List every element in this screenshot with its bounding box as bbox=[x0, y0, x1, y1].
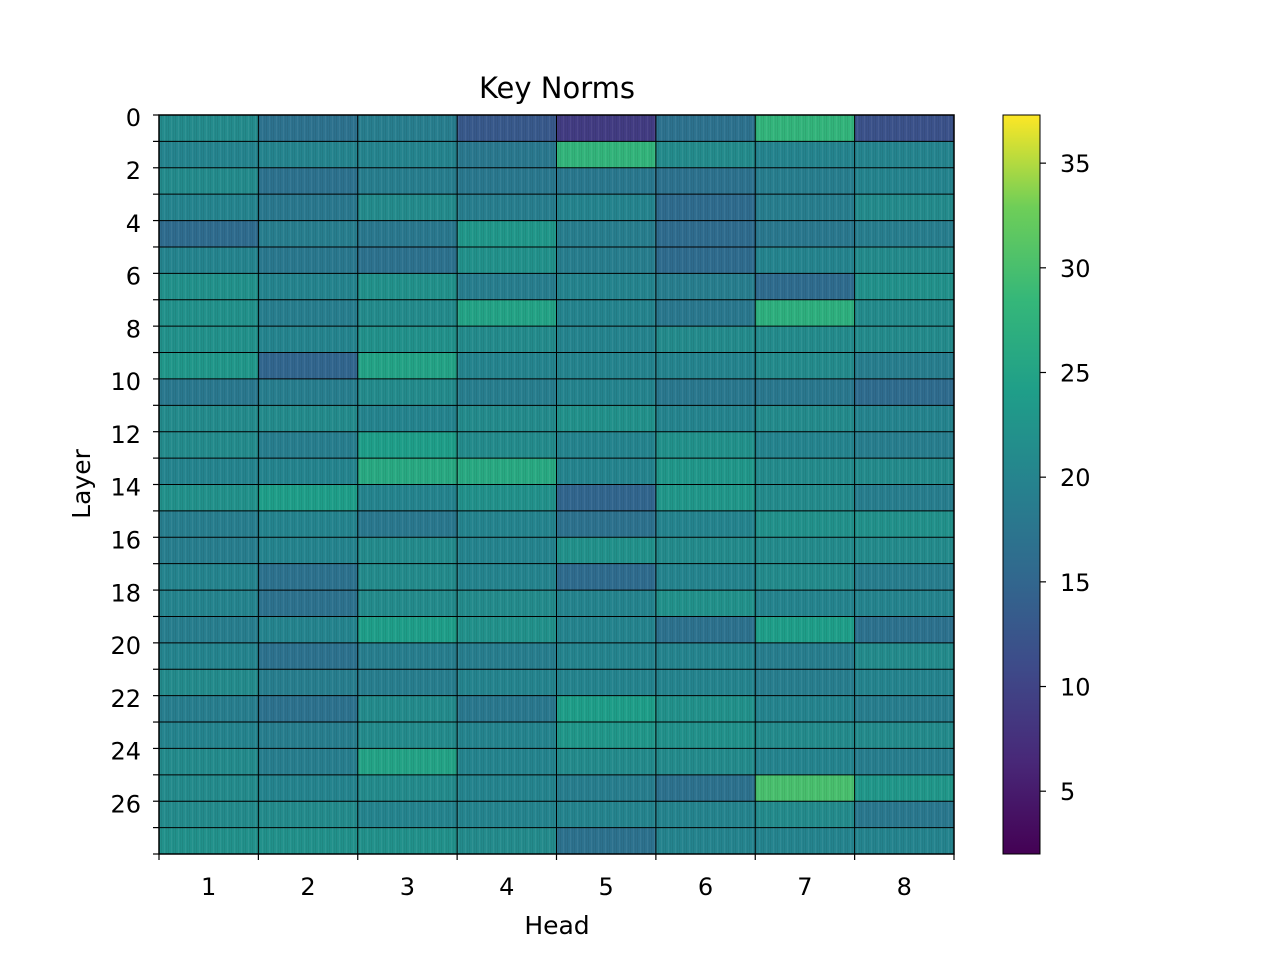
x-tick-label: 2 bbox=[300, 873, 315, 901]
y-tick-label: 0 bbox=[126, 104, 141, 132]
y-tick-label: 14 bbox=[110, 474, 141, 502]
colorbar-tick-label: 5 bbox=[1060, 778, 1075, 806]
y-tick-label: 22 bbox=[110, 685, 141, 713]
colorbar-axis: 5 10 15 20 25 30 35 bbox=[1040, 150, 1091, 806]
colorbar-tick-label: 10 bbox=[1060, 674, 1091, 702]
y-tick-label: 20 bbox=[110, 632, 141, 660]
y-tick-label: 16 bbox=[110, 526, 141, 554]
y-axis-label: Layer bbox=[67, 448, 96, 518]
colorbar-tick-label: 15 bbox=[1060, 569, 1091, 597]
x-axis-label: Head bbox=[524, 911, 589, 940]
chart-title: Key Norms bbox=[479, 71, 635, 105]
y-tick-label: 4 bbox=[126, 210, 141, 238]
colorbar bbox=[1002, 114, 1041, 855]
y-tick-label: 8 bbox=[126, 315, 141, 343]
colorbar-tick-label: 30 bbox=[1060, 255, 1091, 283]
x-tick-label: 4 bbox=[499, 873, 514, 901]
x-tick-label: 1 bbox=[201, 873, 216, 901]
y-tick-label: 10 bbox=[110, 368, 141, 396]
y-tick-label: 26 bbox=[110, 790, 141, 818]
y-tick-label: 12 bbox=[110, 421, 141, 449]
colorbar-tick-label: 25 bbox=[1060, 360, 1091, 388]
x-tick-label: 7 bbox=[797, 873, 812, 901]
x-tick-label: 3 bbox=[400, 873, 415, 901]
x-tick-label: 5 bbox=[599, 873, 614, 901]
y-tick-label: 18 bbox=[110, 579, 141, 607]
x-axis: 1 2 3 4 5 6 7 8 bbox=[158, 854, 955, 901]
y-tick-label: 24 bbox=[110, 738, 141, 766]
x-tick-label: 6 bbox=[698, 873, 713, 901]
colorbar-tick-label: 20 bbox=[1060, 464, 1091, 492]
y-tick-label: 6 bbox=[126, 263, 141, 291]
heatmap-grid bbox=[159, 115, 954, 854]
y-tick-label: 2 bbox=[126, 157, 141, 185]
x-tick-label: 8 bbox=[897, 873, 912, 901]
colorbar-tick-label: 35 bbox=[1060, 150, 1091, 178]
